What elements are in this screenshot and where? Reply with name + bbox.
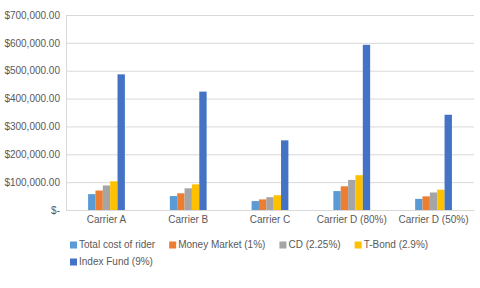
x-tick: Carrier A xyxy=(87,210,127,225)
legend-item: Index Fund (9%) xyxy=(70,256,153,267)
x-axis: Carrier A Carrier B Carrier C Carrier D (80… xyxy=(67,210,475,225)
legend-item: Money Market (1%) xyxy=(169,239,265,250)
y-tick-label: $300,000.00 xyxy=(4,121,60,132)
y-tick-label: $400,000.00 xyxy=(4,93,60,104)
legend-item: T-Bond (2.9%) xyxy=(355,239,428,250)
bar xyxy=(110,181,117,210)
legend-swatch xyxy=(70,259,77,266)
legend-label: Total cost of rider xyxy=(79,239,156,250)
bar xyxy=(437,190,444,210)
bar xyxy=(281,140,288,210)
y-tick-label: $700,000.00 xyxy=(4,10,60,21)
bar xyxy=(259,199,266,210)
bar xyxy=(252,201,259,210)
series xyxy=(110,175,444,210)
bar xyxy=(95,191,102,211)
series xyxy=(95,186,429,210)
y-tick-label: $600,000.00 xyxy=(4,38,60,49)
y-axis: $- $100,000.00 $200,000.00 $300,000.00 $400,… xyxy=(4,10,66,216)
grid-line xyxy=(66,71,474,72)
x-tick-label: Carrier A xyxy=(87,214,127,225)
bar xyxy=(185,188,192,210)
series xyxy=(118,45,452,210)
bar xyxy=(170,196,177,210)
legend-item: CD (2.25%) xyxy=(279,239,340,250)
y-tick: $700,000.00 xyxy=(4,10,66,21)
x-tick-label: Carrier B xyxy=(168,214,208,225)
legend-label: CD (2.25%) xyxy=(288,239,340,250)
bar xyxy=(333,191,340,210)
bar xyxy=(430,192,437,210)
legend-label: Money Market (1%) xyxy=(178,239,265,250)
y-tick-label: $100,000.00 xyxy=(4,177,60,188)
y-tick: $- xyxy=(51,205,66,216)
bar xyxy=(341,186,348,210)
bar xyxy=(266,197,273,210)
y-tick-label: $200,000.00 xyxy=(4,149,60,160)
x-tick: Carrier C xyxy=(250,210,291,225)
grid-line xyxy=(66,15,474,16)
bar xyxy=(445,115,452,210)
legend-label: Index Fund (9%) xyxy=(79,256,153,267)
series xyxy=(88,191,422,210)
grid xyxy=(66,16,474,211)
x-tick-label: Carrier D (50%) xyxy=(399,214,469,225)
y-tick: $400,000.00 xyxy=(4,93,66,104)
y-axis-line xyxy=(66,16,67,211)
series xyxy=(103,180,437,210)
grid-line xyxy=(66,154,474,155)
bar xyxy=(415,199,422,210)
x-tick: Carrier D (50%) xyxy=(399,210,469,225)
bar xyxy=(103,185,110,210)
y-tick-label: $500,000.00 xyxy=(4,65,60,76)
chart: $- $100,000.00 $200,000.00 $300,000.00 $400,… xyxy=(0,0,480,288)
bar xyxy=(118,74,125,210)
grid-line xyxy=(66,210,474,211)
legend-swatch xyxy=(70,242,77,249)
y-tick-label: $- xyxy=(51,205,60,216)
x-tick: Carrier D (80%) xyxy=(317,210,387,225)
y-tick: $300,000.00 xyxy=(4,121,66,132)
legend-swatch xyxy=(279,242,286,249)
bar xyxy=(177,193,184,210)
grid-line xyxy=(66,182,474,183)
grid-line xyxy=(66,43,474,44)
legend-label: T-Bond (2.9%) xyxy=(364,239,428,250)
legend-swatch xyxy=(355,242,362,249)
legend-item: Total cost of rider xyxy=(70,239,156,250)
y-tick: $100,000.00 xyxy=(4,177,66,188)
bar xyxy=(348,180,355,210)
y-tick: $500,000.00 xyxy=(4,65,66,76)
y-tick: $200,000.00 xyxy=(4,149,66,160)
bar xyxy=(274,195,281,210)
grid-line xyxy=(66,99,474,100)
x-tick-label: Carrier D (80%) xyxy=(317,214,387,225)
x-tick: Carrier B xyxy=(168,210,208,225)
bar xyxy=(192,184,199,210)
bar xyxy=(363,45,370,210)
x-axis-line xyxy=(67,210,475,211)
y-tick: $600,000.00 xyxy=(4,38,66,49)
legend: Total cost of rider Money Market (1%) CD (… xyxy=(70,239,428,267)
bar xyxy=(355,175,362,210)
grid-line xyxy=(66,126,474,127)
bar xyxy=(88,194,95,210)
plot: $- $100,000.00 $200,000.00 $300,000.00 $400,… xyxy=(4,10,474,225)
bar xyxy=(199,92,206,210)
x-tick-label: Carrier C xyxy=(250,214,291,225)
bars xyxy=(88,45,452,210)
bar xyxy=(422,196,429,210)
legend-swatch xyxy=(169,242,176,249)
